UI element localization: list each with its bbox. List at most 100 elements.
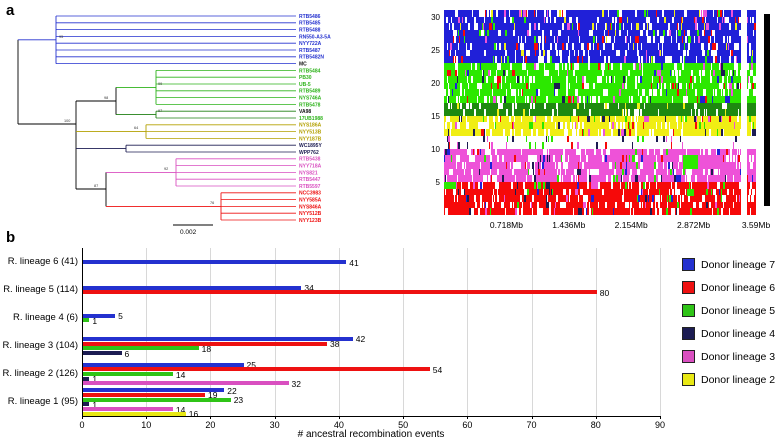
heatmap-row [444, 195, 756, 203]
recombination-stripe [531, 195, 534, 203]
recombination-stripe [749, 208, 751, 215]
recombination-stripe [700, 115, 702, 123]
recombination-stripe [476, 23, 479, 31]
recombination-stripe [647, 16, 649, 24]
recombination-stripe [628, 122, 630, 130]
recombination-stripe [711, 62, 713, 71]
recombination-stripe [639, 188, 641, 196]
recombination-stripe [447, 148, 450, 157]
recombination-stripe [609, 122, 612, 130]
recombination-stripe [676, 122, 679, 130]
recombination-stripe [506, 142, 508, 150]
recombination-stripe [647, 10, 649, 18]
recombination-stripe [573, 62, 579, 71]
recombination-stripe [523, 16, 526, 24]
recombination-stripe [554, 89, 557, 97]
recombination-stripe [686, 168, 688, 176]
recombination-stripe [547, 135, 549, 143]
recombination-stripe [528, 109, 531, 117]
recombination-stripe [680, 69, 682, 77]
recombination-stripe [702, 195, 703, 203]
recombination-stripe [501, 76, 503, 84]
recombination-stripe [540, 36, 542, 44]
recombination-stripe [704, 23, 706, 31]
recombination-stripe [654, 175, 656, 183]
recombination-stripe [457, 122, 460, 130]
recombination-stripe [678, 82, 679, 90]
recombination-stripe [622, 23, 624, 31]
recombination-stripe [666, 148, 669, 157]
recombination-stripe [525, 162, 528, 170]
recombination-stripe [582, 76, 584, 84]
recombination-stripe [482, 115, 484, 123]
axis-tick [660, 416, 661, 419]
recombination-stripe [612, 208, 615, 215]
taxon-label: NYY123B [299, 218, 322, 224]
recombination-stripe [574, 175, 577, 183]
recombination-stripe [623, 122, 626, 130]
recombination-stripe [559, 168, 561, 176]
recombination-stripe [589, 109, 592, 117]
recombination-stripe [617, 102, 620, 110]
recombination-stripe [467, 195, 469, 203]
recombination-stripe [693, 102, 697, 110]
recombination-stripe [468, 82, 470, 90]
recombination-stripe [491, 82, 493, 90]
recombination-stripe [657, 29, 660, 38]
recombination-stripe [718, 10, 720, 18]
recombination-stripe [486, 115, 489, 123]
recombination-stripe [721, 129, 723, 137]
recombination-stripe [602, 155, 605, 163]
recombination-stripe [444, 89, 447, 97]
recombination-stripe [633, 208, 635, 215]
recombination-stripe [469, 208, 471, 215]
node-support-label: 100 [64, 119, 70, 123]
recombination-stripe [683, 102, 686, 110]
recombination-stripe [670, 142, 673, 150]
recombination-stripe [619, 122, 622, 130]
recombination-stripe [721, 102, 727, 110]
recombination-stripe [448, 23, 450, 31]
bar-donor-lineage-7 [83, 336, 353, 341]
recombination-stripe [525, 188, 528, 196]
recombination-stripe [514, 95, 516, 104]
recombination-stripe [708, 129, 711, 137]
recombination-stripe [731, 89, 733, 97]
recombination-block [687, 188, 694, 196]
recombination-stripe [559, 56, 562, 64]
recombination-stripe [515, 188, 517, 196]
recombination-stripe [483, 135, 485, 143]
recombination-stripe [526, 49, 528, 57]
recombination-stripe [616, 49, 621, 57]
recombination-stripe [585, 201, 588, 209]
recombination-stripe [578, 95, 582, 104]
bar-value-label: 5 [118, 311, 123, 322]
recombination-stripe [460, 82, 463, 90]
recombination-stripe [571, 175, 573, 183]
recombination-stripe [602, 89, 609, 97]
recombination-stripe [660, 208, 663, 215]
recombination-stripe [559, 175, 562, 183]
recombination-stripe [636, 43, 639, 51]
recombination-stripe [701, 43, 704, 51]
recombination-stripe [455, 155, 457, 163]
taxon-label: 17UB1988 [299, 116, 323, 122]
recombination-stripe [734, 82, 736, 90]
recombination-stripe [676, 23, 679, 31]
recombination-stripe [521, 201, 523, 209]
recombination-stripe [668, 23, 671, 31]
recombination-stripe [468, 155, 471, 163]
recombination-stripe [673, 208, 676, 215]
recombination-stripe [473, 129, 475, 137]
recombination-stripe [680, 129, 684, 137]
recombination-stripe [685, 82, 687, 90]
recombination-stripe [453, 188, 456, 196]
recombination-stripe [564, 16, 566, 24]
recombination-stripe [530, 102, 532, 110]
recombination-stripe [722, 89, 725, 97]
recombination-stripe [520, 208, 523, 215]
recombination-stripe [593, 115, 596, 123]
recombination-stripe [694, 115, 696, 123]
recombination-stripe [457, 195, 458, 203]
recombination-stripe [732, 69, 735, 77]
